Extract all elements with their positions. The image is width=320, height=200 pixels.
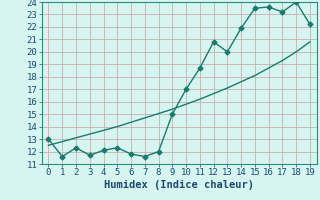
X-axis label: Humidex (Indice chaleur): Humidex (Indice chaleur): [104, 180, 254, 190]
